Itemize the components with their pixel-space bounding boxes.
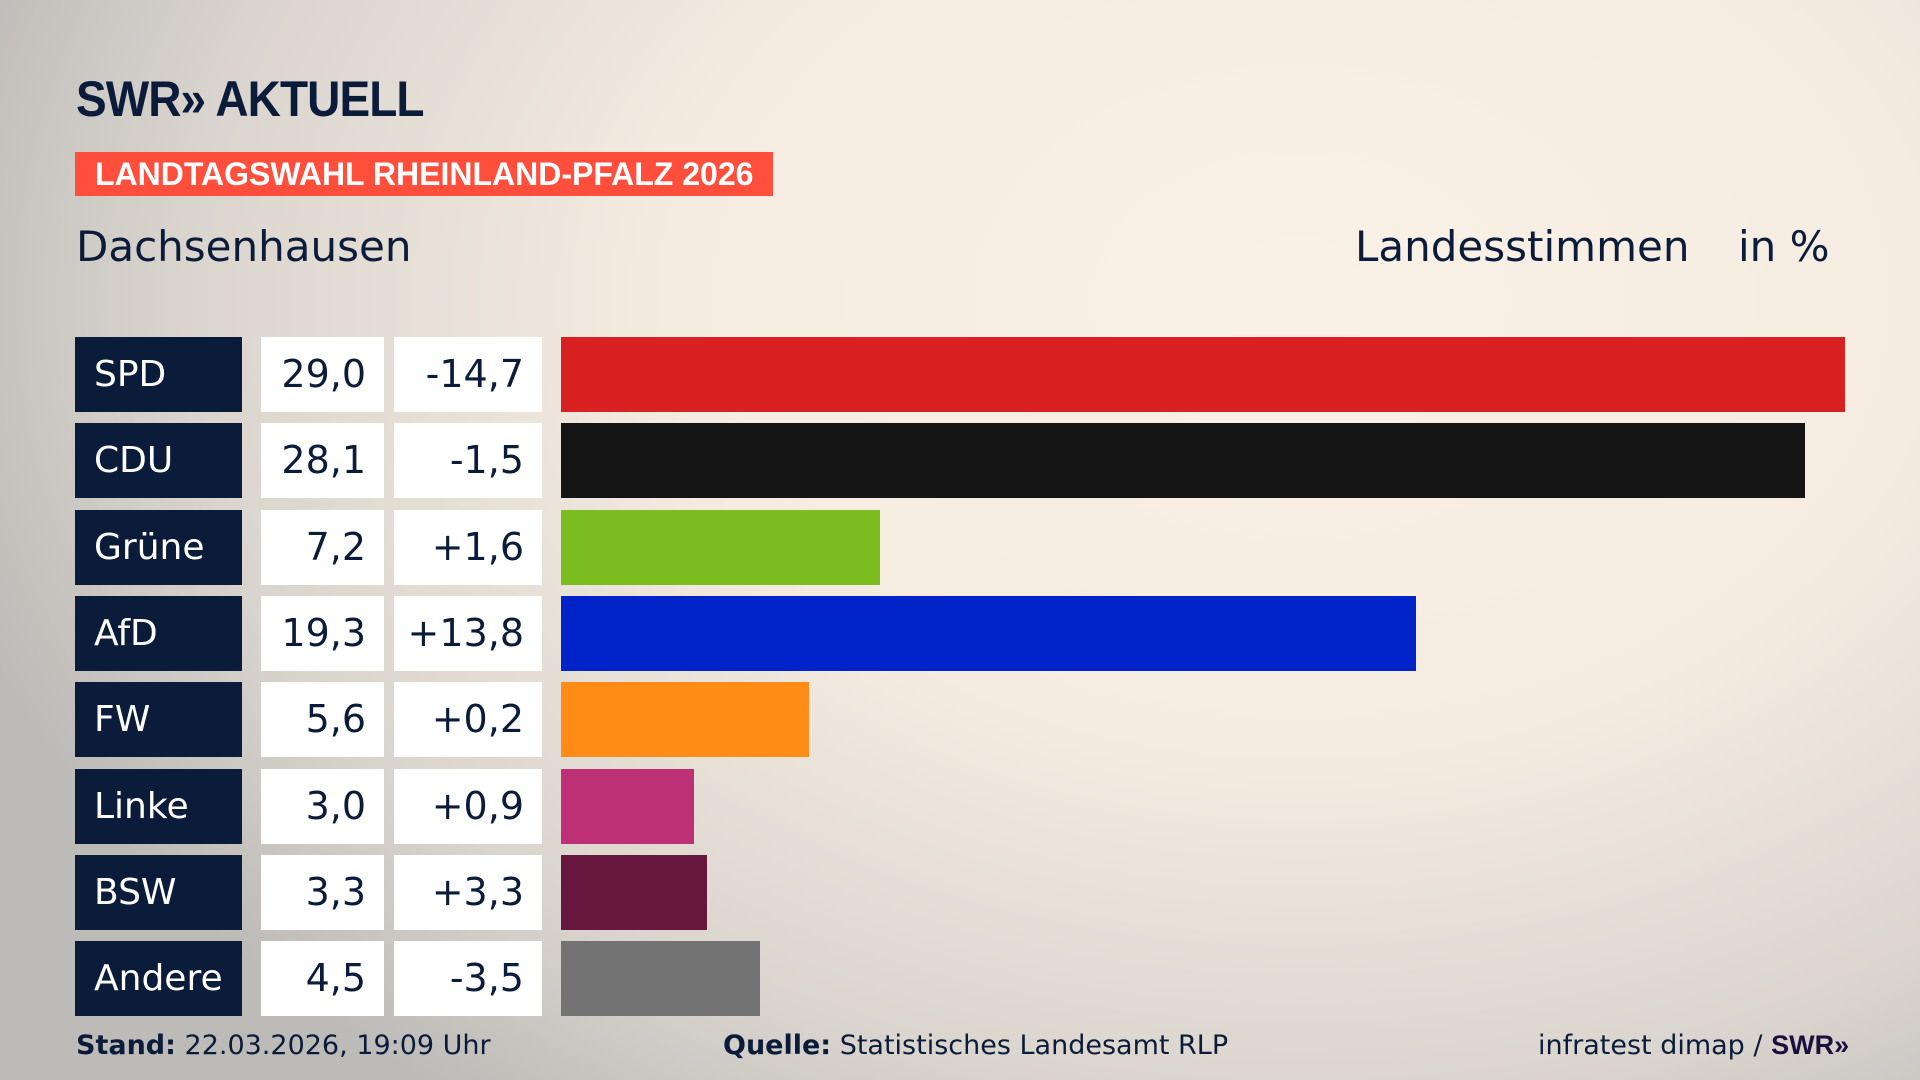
party-label: CDU xyxy=(75,423,242,499)
change-label: +13,8 xyxy=(394,595,542,671)
value-label: 29,0 xyxy=(261,337,384,412)
change-label: +0,9 xyxy=(394,768,542,844)
value-label: 5,6 xyxy=(261,682,384,758)
election-banner: LANDTAGSWAHL RHEINLAND-PFALZ 2026 xyxy=(75,152,774,196)
credit-text: infratest dimap / xyxy=(1538,1030,1763,1061)
party-row: SPD 29,0 -14,7 xyxy=(75,337,1875,412)
value-label: 4,5 xyxy=(261,941,384,1017)
change-label: +0,2 xyxy=(394,682,542,758)
source-info: Quelle: Statistisches Landesamt RLP xyxy=(723,1030,1228,1061)
value-label: 3,3 xyxy=(261,854,384,930)
party-row: Linke 3,0 +0,9 xyxy=(75,768,1875,844)
bar-linke xyxy=(561,768,694,844)
source-value: Statistisches Landesamt RLP xyxy=(839,1030,1229,1061)
bar-cdu xyxy=(561,423,1806,499)
change-label: -1,5 xyxy=(394,423,542,499)
change-label: -14,7 xyxy=(394,337,542,412)
change-label: +1,6 xyxy=(394,509,542,585)
value-label: 7,2 xyxy=(261,509,384,585)
credit: infratest dimap / SWR» xyxy=(1538,1030,1849,1061)
party-label: Andere xyxy=(75,941,242,1017)
unit-label: in % xyxy=(1738,222,1830,271)
party-row: AfD 19,3 +13,8 xyxy=(75,595,1875,671)
party-row: FW 5,6 +0,2 xyxy=(75,682,1875,758)
stand-value: 22.03.2026, 19:09 Uhr xyxy=(184,1030,491,1061)
source-label: Quelle: xyxy=(723,1030,832,1061)
party-label: Grüne xyxy=(75,509,242,585)
party-label: AfD xyxy=(75,595,242,671)
vote-type-label: Landesstimmen xyxy=(1355,222,1690,271)
party-label: FW xyxy=(75,682,242,758)
bar-grüne xyxy=(561,509,880,585)
bar-spd xyxy=(561,337,1845,412)
change-label: -3,5 xyxy=(394,941,542,1017)
swr-logo-small: SWR» xyxy=(1771,1030,1850,1060)
stand-label: Stand: xyxy=(76,1030,176,1061)
party-row: Andere 4,5 -3,5 xyxy=(75,941,1875,1017)
change-label: +3,3 xyxy=(394,854,542,930)
bar-afd xyxy=(561,595,1416,671)
party-row: CDU 28,1 -1,5 xyxy=(75,423,1875,499)
party-label: Linke xyxy=(75,768,242,844)
value-label: 19,3 xyxy=(261,595,384,671)
party-label: SPD xyxy=(75,337,242,412)
stand-info: Stand: 22.03.2026, 19:09 Uhr xyxy=(76,1030,491,1061)
value-label: 3,0 xyxy=(261,768,384,844)
bar-fw xyxy=(561,682,809,758)
value-label: 28,1 xyxy=(261,423,384,499)
location-title: Dachsenhausen xyxy=(76,222,412,271)
swr-aktuell-logo: SWR» AKTUELL xyxy=(76,71,424,127)
bar-andere xyxy=(561,941,761,1017)
party-row: BSW 3,3 +3,3 xyxy=(75,854,1875,930)
bar-bsw xyxy=(561,854,708,930)
party-row: Grüne 7,2 +1,6 xyxy=(75,509,1875,585)
party-label: BSW xyxy=(75,854,242,930)
